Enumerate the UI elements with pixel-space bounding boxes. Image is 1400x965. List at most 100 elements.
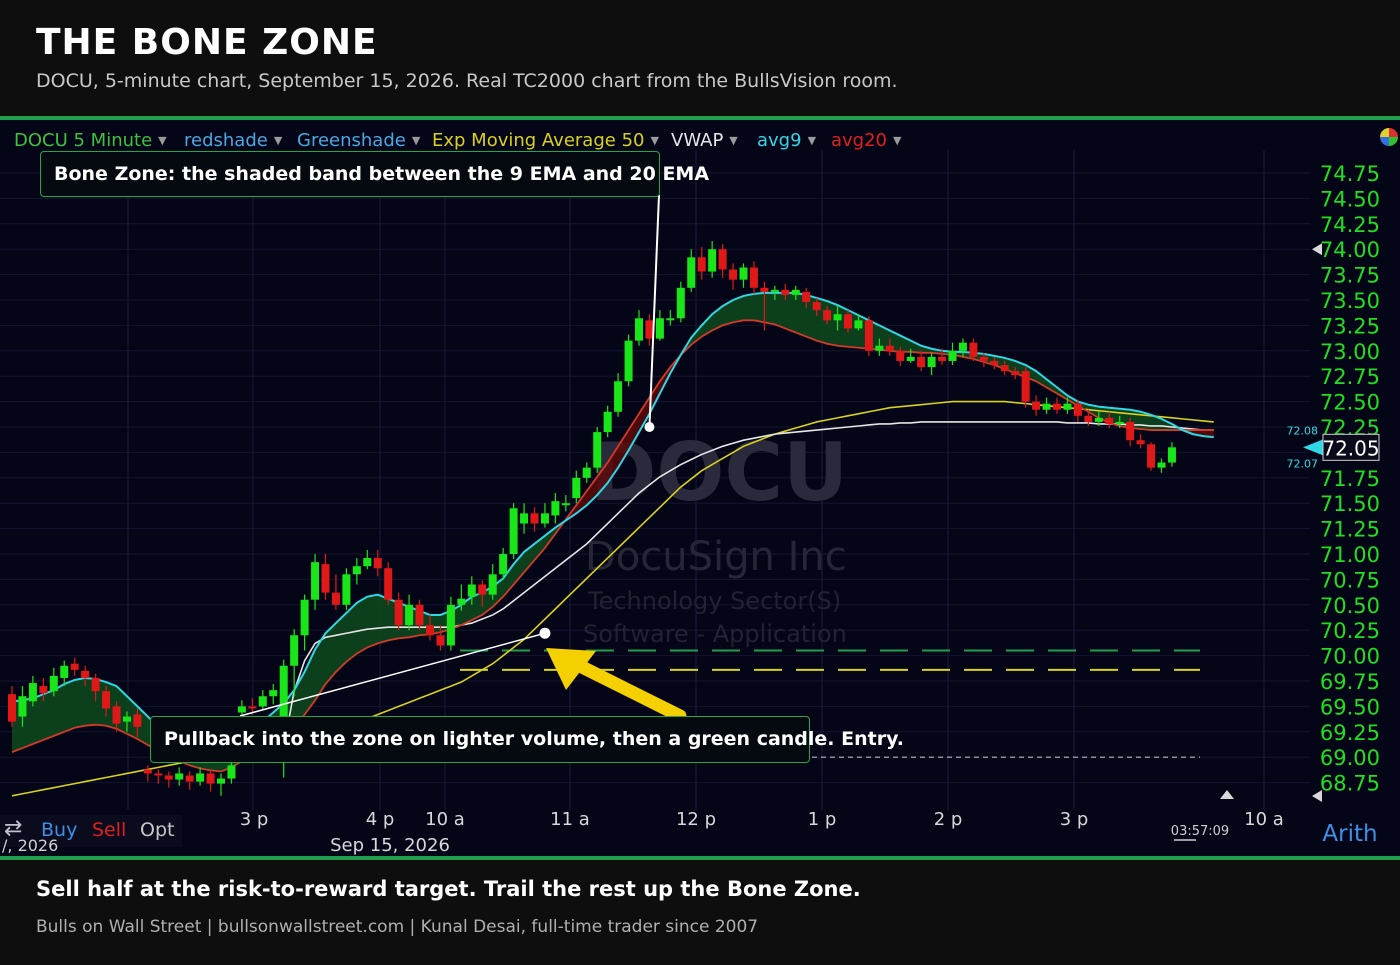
candle [331, 592, 340, 605]
y-tick-label: 72.75 [1320, 365, 1380, 389]
candle [687, 257, 696, 288]
candle [405, 604, 414, 626]
price-box-label: 72.05 [1322, 436, 1379, 460]
x-tick-label: 3 p [1060, 809, 1089, 830]
candle [791, 289, 800, 295]
color-wheel-icon[interactable] [1380, 128, 1398, 146]
candle [854, 320, 863, 329]
indicator-vwap[interactable]: VWAP ▼ [671, 130, 738, 151]
candle [561, 503, 570, 506]
candle [300, 599, 309, 636]
page-subtitle: DOCU, 5-minute chart, September 15, 2026… [36, 70, 898, 92]
x-tick-label: 2 p [934, 809, 963, 830]
candle [833, 314, 842, 321]
candle [321, 564, 330, 593]
credits-text: Bulls on Wall Street | bullsonwallstreet… [36, 917, 759, 937]
vwap-line [282, 421, 1214, 748]
callout-line-top [648, 194, 660, 428]
annotation-entry: Pullback into the zone on lighter volume… [150, 716, 904, 763]
callout-dot-entry [539, 627, 551, 639]
buy-button[interactable]: Buy [41, 819, 78, 841]
candle [645, 320, 654, 339]
time-axis: 3 p 4 p 10 a 11 a 12 p 1 p 2 p 3 p 10 a Sep 15, 2… [240, 809, 1284, 856]
candle [1073, 403, 1082, 416]
header: THE BONE ZONE DOCU, 5-minute chart, Sept… [0, 0, 1400, 116]
price-pointer-icon [1303, 439, 1323, 456]
candle [164, 775, 173, 780]
watermark-industry: Software - Application [583, 620, 847, 648]
candle [436, 635, 445, 646]
candle [1167, 447, 1176, 463]
options-button[interactable]: Opt [140, 819, 175, 841]
scale-label: Arith [1322, 821, 1377, 847]
price-box [1322, 433, 1380, 461]
bottom-divider [0, 856, 1400, 860]
candle [18, 696, 27, 717]
y-tick-label: 69.00 [1320, 746, 1380, 770]
candle [175, 773, 184, 780]
candle [1032, 401, 1041, 410]
candle [28, 683, 37, 702]
candle [290, 635, 299, 666]
candle [217, 778, 225, 784]
candle [812, 302, 821, 311]
y-tick-label: 74.75 [1320, 162, 1380, 186]
callout-line-entry [239, 632, 546, 717]
candle [478, 584, 487, 595]
candles [8, 241, 1176, 796]
candle [1063, 403, 1072, 410]
y-tick-label: 73.00 [1320, 340, 1380, 364]
candle [739, 267, 748, 280]
candle [446, 604, 455, 646]
candle [1157, 462, 1166, 468]
candle [248, 706, 257, 709]
candle [823, 310, 832, 321]
high-marker-icon [1312, 243, 1322, 256]
candle [969, 342, 978, 357]
candle [802, 291, 811, 303]
candle [237, 706, 246, 713]
candle [958, 342, 967, 351]
candle [875, 345, 884, 351]
candle [1011, 371, 1020, 376]
swap-arrows-icon[interactable]: ⇄ [4, 816, 23, 841]
candle [60, 665, 69, 678]
chart-area[interactable]: DOCU DocuSign Inc Technology Sector(S) Soft… [0, 120, 1400, 856]
candle [112, 706, 121, 724]
x-tick-label: 1 p [808, 809, 837, 830]
candle [196, 773, 205, 782]
y-tick-label: 69.25 [1320, 721, 1380, 745]
candle [102, 691, 111, 709]
symbol-label[interactable]: DOCU 5 Minute ▼ [14, 130, 167, 151]
entry-arrow-head [546, 648, 596, 690]
candle [154, 773, 163, 776]
y-tick-label: 71.00 [1320, 543, 1380, 567]
candle [311, 562, 320, 600]
candle [1105, 417, 1114, 424]
candle [593, 432, 602, 468]
indicator-avg9[interactable]: avg9 ▼ [757, 130, 817, 151]
candle [938, 356, 947, 361]
y-tick-label: 70.50 [1320, 594, 1380, 618]
candle [488, 574, 497, 595]
candle [384, 568, 393, 600]
candle [133, 714, 142, 727]
ask-label: 72.07 [1287, 457, 1319, 470]
candle [770, 289, 779, 292]
candle [279, 665, 288, 727]
redshade-band [1192, 430, 1214, 438]
candle [1136, 440, 1145, 445]
sell-button[interactable]: Sell [92, 819, 127, 841]
y-tick-label: 71.75 [1320, 467, 1380, 491]
candle [206, 773, 215, 784]
indicator-redshade[interactable]: redshade ▼ [184, 130, 283, 151]
candle [572, 477, 581, 499]
axis-date-left: /, 2026 [2, 836, 59, 855]
indicator-ema50[interactable]: Exp Moving Average 50 ▼ [432, 130, 659, 151]
candle [864, 320, 873, 351]
indicator-greenshade[interactable]: Greenshade ▼ [297, 130, 421, 151]
y-tick-label: 72.50 [1320, 391, 1380, 415]
indicator-avg20[interactable]: avg20 ▼ [831, 130, 902, 151]
